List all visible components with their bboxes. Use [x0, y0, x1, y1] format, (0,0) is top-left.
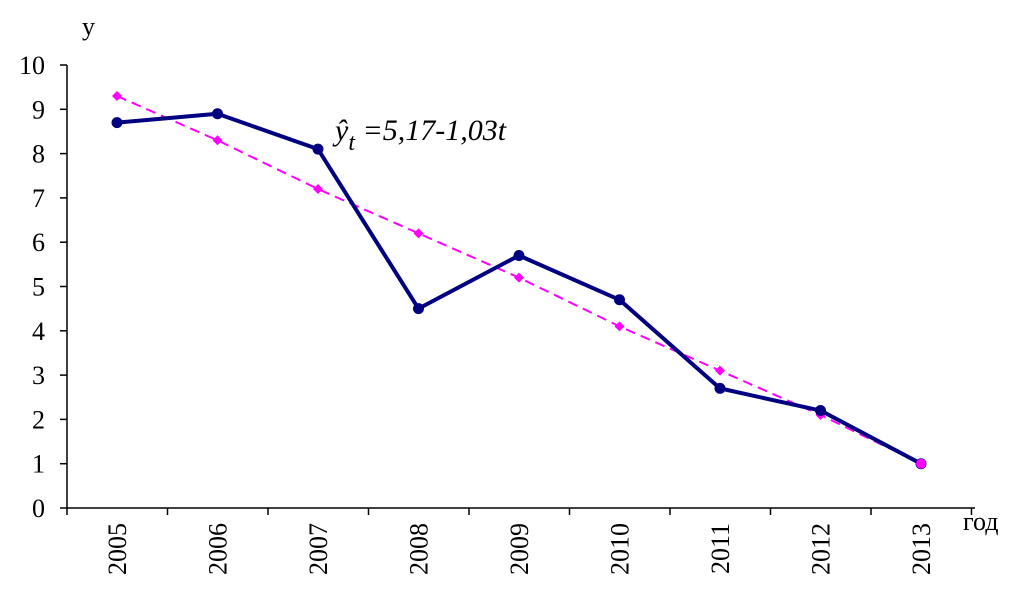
- data-point: [715, 365, 725, 376]
- y-tick-label: 7: [32, 184, 45, 213]
- data-point: [413, 228, 424, 239]
- series-layer: [111, 91, 927, 470]
- y-tick-labels: 0 1 2 3 4 5 6 7 8 9 10: [19, 51, 45, 523]
- trend-equation: ŷt =5,17-1,03t: [332, 114, 507, 156]
- y-tick-label: 5: [32, 273, 45, 302]
- y-tick-label: 10: [19, 51, 45, 80]
- data-point: [212, 135, 223, 146]
- equation-yhat: ŷ: [332, 114, 349, 147]
- data-point: [312, 143, 324, 155]
- y-tick-label: 8: [32, 140, 45, 169]
- y-tick-label: 4: [32, 317, 45, 346]
- y-tick-label: 6: [32, 228, 45, 257]
- equation-subscript: t: [348, 130, 356, 156]
- x-tick-label: 2006: [204, 523, 233, 575]
- x-tick-label: 2008: [405, 523, 434, 575]
- data-point: [614, 294, 625, 306]
- series-1: [111, 108, 927, 470]
- x-tick-label: 2005: [103, 523, 132, 575]
- data-point: [916, 458, 926, 469]
- y-tick-label: 9: [32, 95, 45, 124]
- x-tick-label: 2012: [807, 523, 836, 575]
- data-point: [614, 321, 625, 332]
- x-tick-label: 2010: [606, 523, 635, 575]
- data-point: [413, 303, 424, 315]
- data-point: [313, 184, 323, 195]
- data-point: [212, 108, 223, 120]
- x-tick-label: 2011: [706, 523, 735, 574]
- x-tick-label: 2009: [505, 523, 534, 575]
- data-point: [112, 91, 122, 102]
- data-point: [714, 382, 726, 394]
- x-axis-label: год: [963, 507, 999, 536]
- y-tick-label: 3: [32, 361, 45, 390]
- x-tick-labels: 2005 2006 2007 2008 2009 2010 2011 2012 2013: [103, 523, 936, 575]
- x-tick-label: 2013: [907, 523, 936, 575]
- y-tick-label: 1: [32, 450, 45, 479]
- y-tick-label: 0: [32, 494, 45, 523]
- x-tick-label: 2007: [304, 523, 333, 575]
- data-point: [513, 249, 525, 261]
- data-point: [514, 272, 524, 283]
- series-2: [112, 91, 926, 469]
- data-point: [815, 405, 826, 417]
- series-line: [116, 111, 922, 466]
- data-point: [111, 117, 123, 129]
- axes: [60, 64, 975, 515]
- y-tick-label: 2: [32, 405, 45, 434]
- y-axis-label: y: [82, 12, 95, 41]
- equation-text: =5,17-1,03t: [355, 114, 507, 147]
